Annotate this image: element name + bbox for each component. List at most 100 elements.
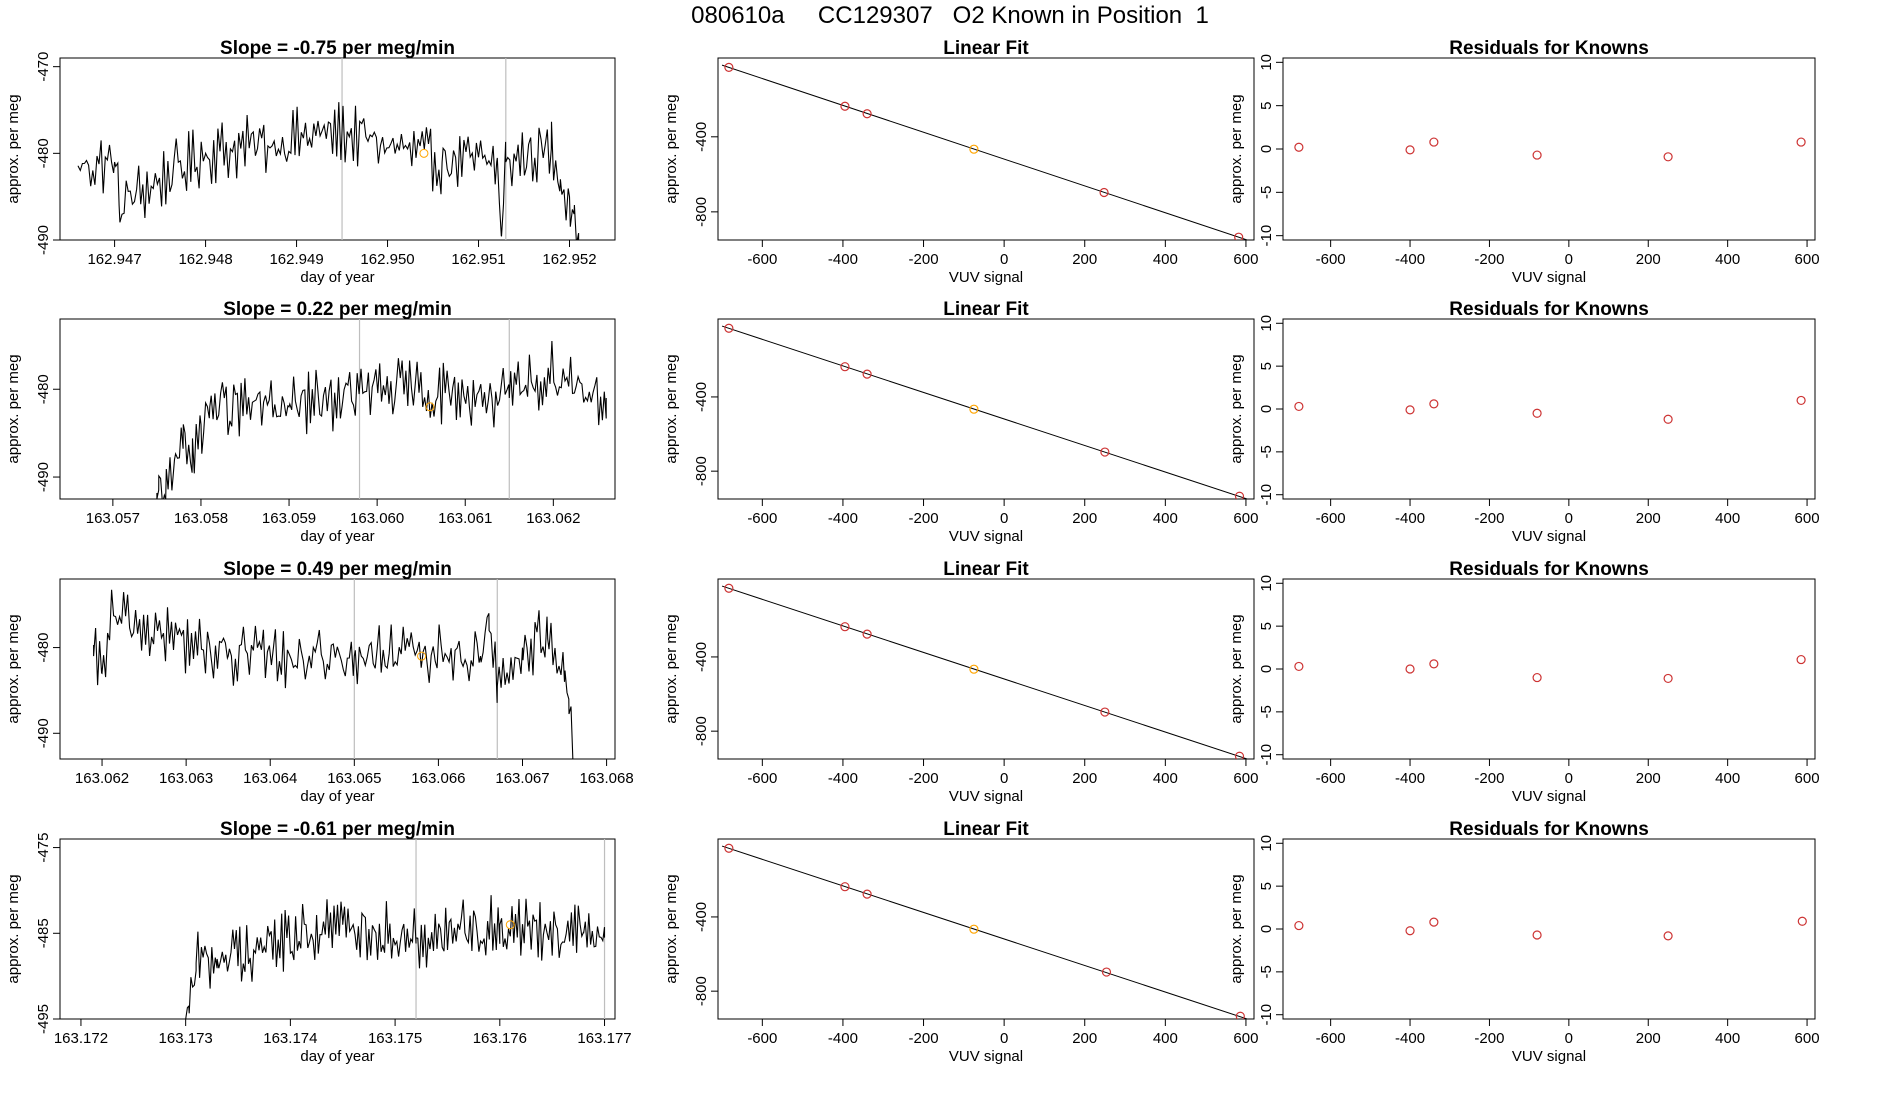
x-tick-label: 0 (1565, 510, 1573, 527)
y-tick-label: -480 (35, 633, 52, 663)
plot-area (721, 62, 1249, 240)
x-tick-label: 163.062 (75, 770, 129, 787)
residual-point (1405, 664, 1415, 674)
y-tick-label: 10 (1258, 54, 1275, 71)
panel-title: Slope = 0.49 per meg/min (223, 559, 452, 580)
plot-frame (59, 57, 616, 241)
residual-point (1663, 931, 1673, 941)
y-axis-label: approx. per meg (5, 874, 22, 983)
y-tick-label: -400 (693, 902, 710, 932)
y-tick-label: -10 (1258, 225, 1275, 247)
data-point (1100, 707, 1110, 717)
data-trace (77, 102, 580, 240)
panel-time-series-row2: Slope = 0.22 per meg/min 163.057 163.058 16… (5, 299, 616, 545)
panel-title: Linear Fit (943, 559, 1029, 580)
data-point (1235, 1011, 1245, 1019)
data-point (724, 323, 734, 333)
x-tick-label: 200 (1072, 770, 1097, 787)
marker-point (425, 402, 435, 412)
y-tick-label: -10 (1258, 744, 1275, 766)
x-tick-label: 163.057 (86, 510, 140, 527)
plot-frame (1282, 578, 1816, 760)
x-tick-label: 163.173 (159, 1030, 213, 1047)
plot-frame (717, 578, 1255, 760)
x-tick-label: 162.952 (542, 251, 596, 268)
y-tick-label: -400 (693, 122, 710, 152)
x-tick-label: 600 (1233, 1030, 1258, 1047)
x-tick-label: -400 (1395, 1030, 1425, 1047)
y-tick-label: -800 (693, 197, 710, 227)
plot-area (721, 323, 1249, 499)
panel-title: Linear Fit (943, 299, 1029, 320)
data-point (1234, 751, 1245, 759)
y-tick-label: -485 (35, 918, 52, 948)
x-tick-label: -200 (909, 1030, 939, 1047)
x-tick-label: 400 (1715, 251, 1740, 268)
x-axis-label: VUV signal (1512, 788, 1586, 805)
x-tick-label: -400 (828, 510, 858, 527)
x-tick-label: 200 (1072, 251, 1097, 268)
x-tick-label: 600 (1233, 770, 1258, 787)
y-tick-label: -475 (35, 833, 52, 863)
x-tick-label: -400 (828, 251, 858, 268)
x-tick-label: -200 (1474, 1030, 1504, 1047)
x-axis-label: day of year (300, 788, 374, 805)
y-tick-label: 0 (1258, 925, 1275, 933)
marker-point (417, 651, 427, 661)
plot-frame (59, 838, 616, 1020)
x-tick-label: 163.172 (54, 1030, 108, 1047)
plot-area (1294, 395, 1806, 424)
data-trace (185, 895, 606, 1019)
data-point (1234, 491, 1245, 499)
plot-frame (59, 318, 616, 500)
residual-point (1663, 414, 1673, 424)
x-tick-label: 163.176 (473, 1030, 527, 1047)
x-tick-label: 400 (1715, 1030, 1740, 1047)
x-axis-label: VUV signal (949, 528, 1023, 545)
y-tick-label: -400 (693, 642, 710, 672)
x-tick-label: 162.949 (269, 251, 323, 268)
x-tick-label: -600 (1316, 510, 1346, 527)
panel-title: Residuals for Knowns (1449, 38, 1649, 59)
y-tick-label: -5 (1258, 705, 1275, 718)
y-tick-label: -400 (693, 382, 710, 412)
residual-point (1796, 654, 1806, 665)
residual-point (1294, 920, 1304, 931)
x-axis-label: VUV signal (1512, 1048, 1586, 1065)
y-axis-label: approx. per meg (663, 354, 680, 463)
residual-point (1294, 661, 1304, 672)
x-tick-label: 163.175 (368, 1030, 422, 1047)
plot-area (93, 579, 574, 759)
y-axis-label: approx. per meg (1228, 614, 1245, 723)
y-tick-label: 5 (1258, 882, 1275, 890)
x-tick-label: 200 (1636, 770, 1661, 787)
x-tick-label: 200 (1636, 510, 1661, 527)
data-point (724, 843, 734, 853)
y-tick-label: 10 (1258, 575, 1275, 592)
x-axis-label: day of year (300, 1048, 374, 1065)
x-tick-label: -200 (909, 770, 939, 787)
data-point (1101, 967, 1112, 977)
data-point (862, 109, 872, 119)
x-tick-label: 0 (1000, 251, 1008, 268)
x-tick-label: 163.060 (350, 510, 404, 527)
residual-point (1405, 145, 1415, 155)
fit-line (721, 64, 1249, 240)
panel-residuals-row2: Residuals for Knowns -600 -400 -200 0 200 400 6… (1228, 299, 1820, 545)
x-tick-label: 400 (1153, 1030, 1178, 1047)
x-tick-label: -600 (747, 510, 777, 527)
plot-area (721, 843, 1249, 1019)
plot-area (1294, 137, 1806, 162)
marker-point (505, 920, 515, 930)
x-tick-label: 162.950 (360, 251, 414, 268)
residual-point (1405, 926, 1415, 936)
data-point (1234, 232, 1244, 240)
x-axis-label: VUV signal (949, 1048, 1023, 1065)
panel-time-series-row3: Slope = 0.49 per meg/min 163.062 163.063 16… (5, 559, 634, 805)
y-tick-label: -480 (35, 138, 52, 168)
x-tick-label: 0 (1565, 251, 1573, 268)
residual-point (1532, 930, 1542, 940)
y-tick-label: -490 (35, 718, 52, 748)
x-tick-label: -600 (1316, 251, 1346, 268)
marker-point (419, 148, 429, 158)
